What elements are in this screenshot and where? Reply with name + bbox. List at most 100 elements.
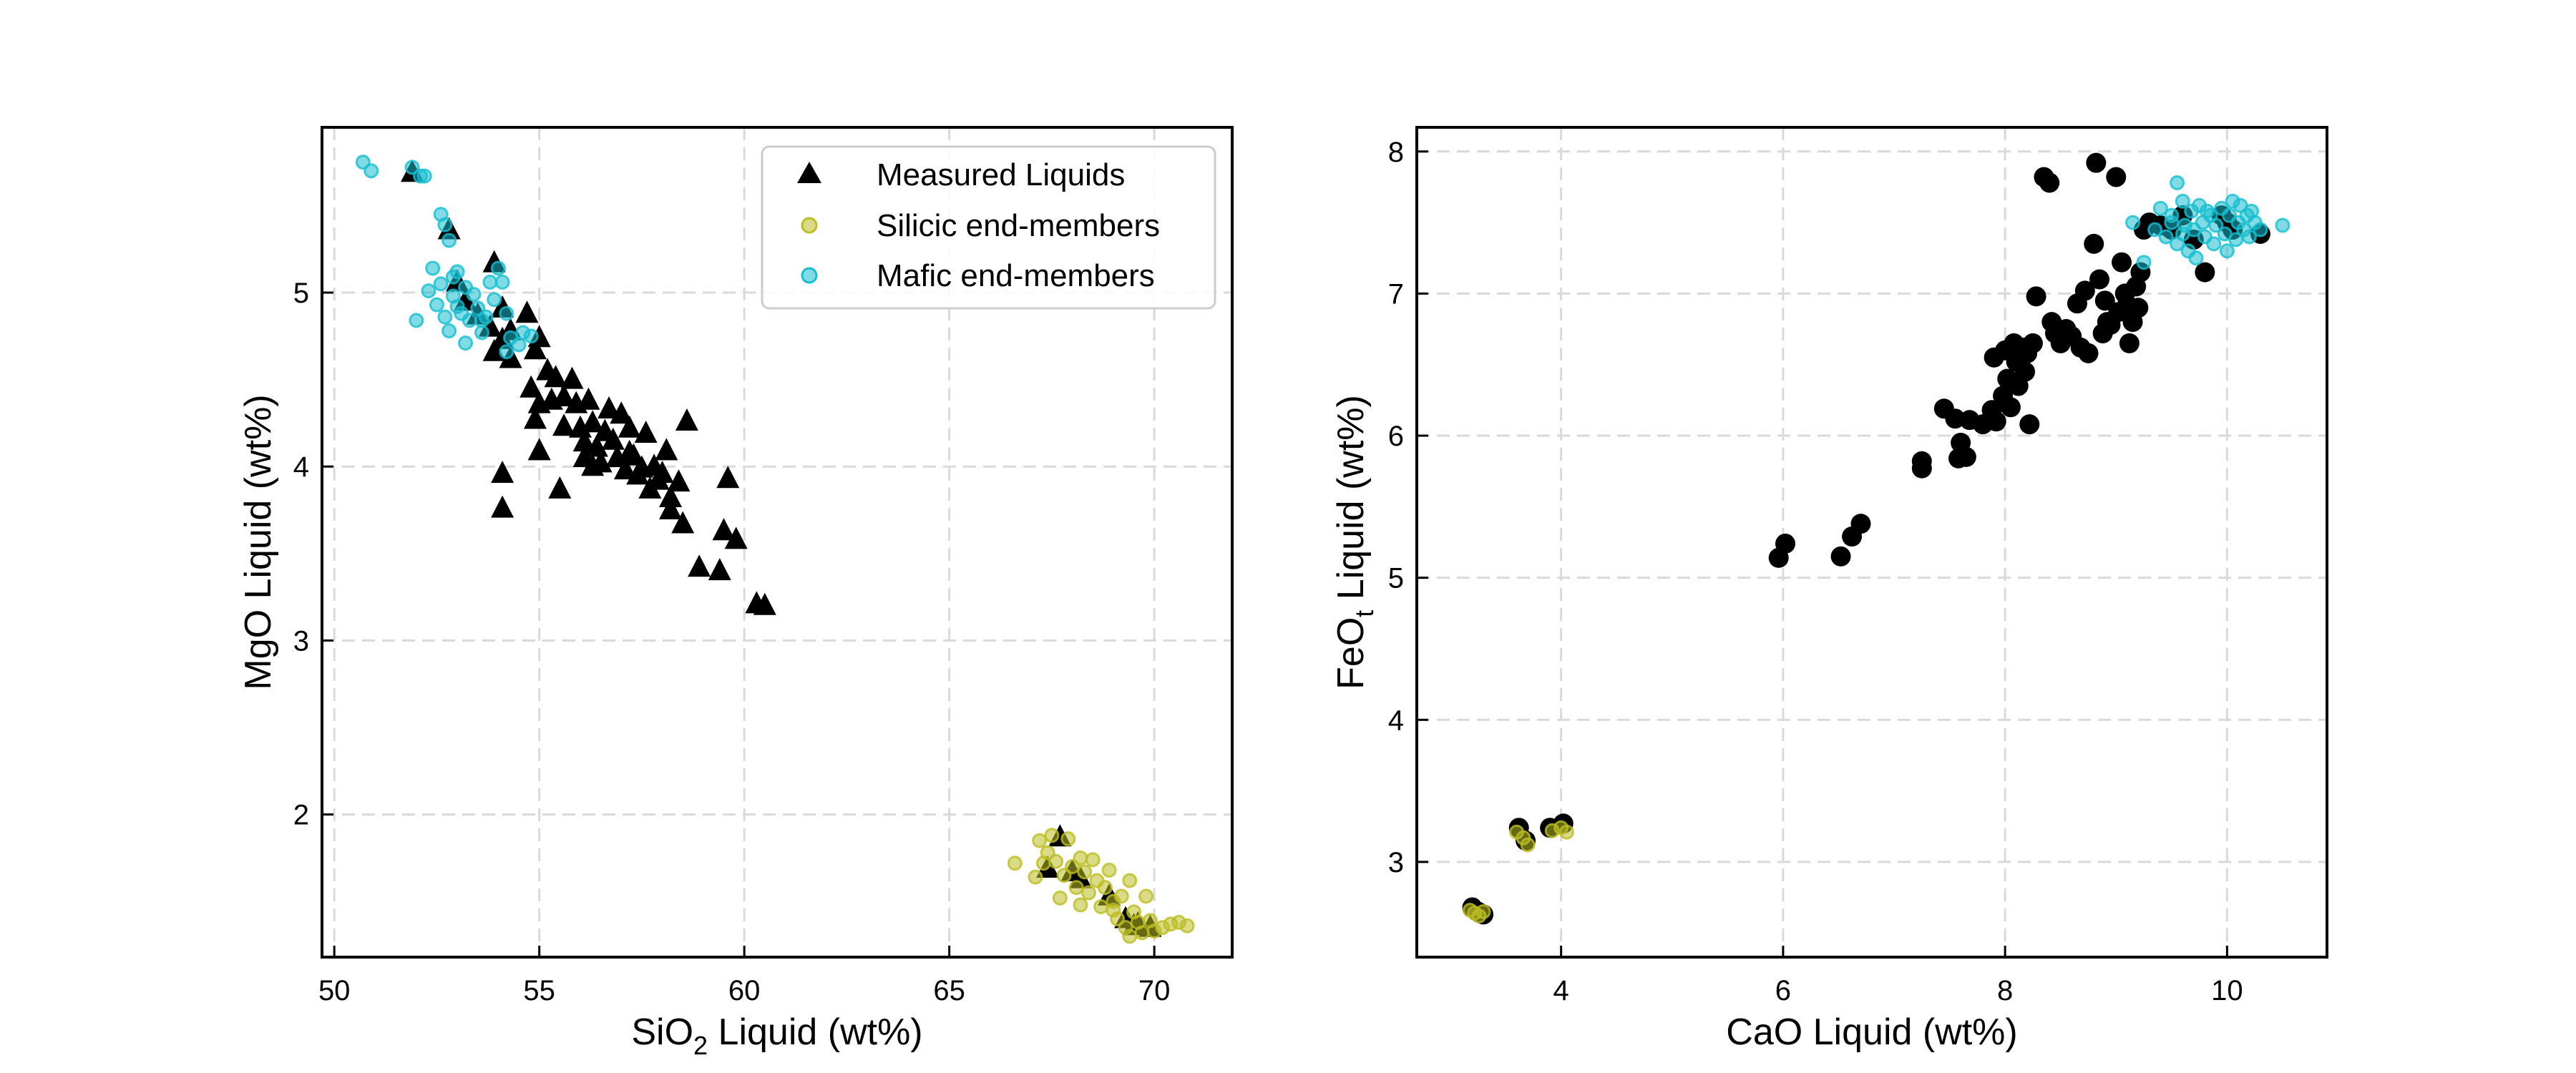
data-point [1052,890,1068,906]
data-point [1122,873,1138,888]
plot-frame [321,126,1234,959]
axis-ticks: 50 55 60 65 70 2 3 4 5 [293,278,1171,1006]
data-point [1945,408,1966,429]
data-point [429,297,444,313]
data-point [491,495,514,518]
y-tick-label: 5 [1388,563,1404,594]
data-point [2206,236,2222,252]
data-point [511,337,527,353]
data-point [474,313,489,328]
data-point [1520,837,1536,853]
data-point [445,269,461,285]
y-tick-label: 7 [1388,278,1404,310]
data-point [487,292,502,308]
data-point [659,497,683,520]
data-point [646,467,670,490]
x-axis-label: SiO2 Liquid (wt%) [631,1011,922,1060]
y-tick-label: 3 [293,625,309,657]
data-point [667,469,691,492]
data-point [708,558,731,581]
data-point [1068,880,1084,896]
data-point [585,434,608,457]
data-point [2199,203,2215,219]
data-point [462,313,477,328]
y-tick-label: 5 [293,278,309,309]
data-point [1007,856,1023,871]
legend-label-mafic: Mafic end-members [877,258,1155,293]
data-point [2175,226,2190,242]
data-point [1122,929,1138,944]
data-point [618,415,641,438]
y-tick-label: 2 [293,800,309,831]
data-point [1028,869,1043,885]
data-point [1911,451,1932,471]
legend-marker-measured-liquids [797,162,821,183]
data-point [2164,215,2180,230]
data-point [2175,193,2190,209]
data-point [675,408,698,431]
data-point [552,413,576,436]
data-point [437,309,453,325]
data-point [2219,243,2235,259]
data-point [425,260,441,276]
data-point [544,365,567,388]
data-point [2188,250,2204,266]
data-point [581,410,605,433]
data-point [560,366,584,389]
legend-label-measured-liquids: Measured Liquids [877,157,1125,192]
data-point [2015,361,2036,382]
data-point [548,476,572,499]
data-point [552,383,576,406]
y-tick-label: 4 [1388,705,1404,736]
data-point [1080,885,1096,901]
data-point [1085,852,1101,868]
data-point [1558,824,1574,840]
series-mafic-end-members [2125,175,2290,270]
data-point [433,276,449,292]
data-point [421,283,436,299]
data-point [482,274,498,290]
data-point [523,328,539,344]
data-point [523,337,547,360]
x-tick-label: 6 [1775,975,1791,1006]
x-tick-label: 60 [728,975,761,1006]
data-point [1073,897,1088,913]
data-point [1113,888,1129,904]
x-tick-label: 65 [933,975,965,1006]
y-tick-label: 6 [1388,421,1404,452]
y-tick-label: 4 [293,451,309,483]
data-point [1048,853,1064,869]
data-point [2000,397,2021,418]
legend-frame [761,145,1216,310]
data-point [614,457,637,480]
y-tick-label: 8 [1388,137,1404,168]
legend-marker-mafic [801,267,818,284]
x-axis-label: CaO Liquid (wt%) [1726,1011,2017,1053]
data-point [688,554,711,577]
data-point [1073,850,1088,866]
data-point [409,313,424,328]
data-point [1179,918,1195,934]
data-point [618,439,641,462]
data-point [581,454,605,476]
data-point [499,305,514,321]
data-point [753,592,776,615]
axis-ticks: 4 6 8 10 3 4 5 6 7 8 [1388,137,2243,1006]
data-point [2158,229,2174,245]
data-point [523,406,547,429]
data-point [1035,856,1051,871]
data-point [671,511,695,534]
data-point [2208,217,2224,233]
data-point [2275,217,2290,233]
data-point [441,232,457,248]
data-point [1060,831,1076,847]
series-mafic-end-members [355,155,539,360]
y-axis-label: FeOt Liquid (wt%) [1330,395,1379,690]
data-point [2039,172,2060,193]
data-point [610,401,633,424]
data-point [1475,903,1491,919]
data-point [1134,925,1150,941]
data-point [655,438,678,461]
